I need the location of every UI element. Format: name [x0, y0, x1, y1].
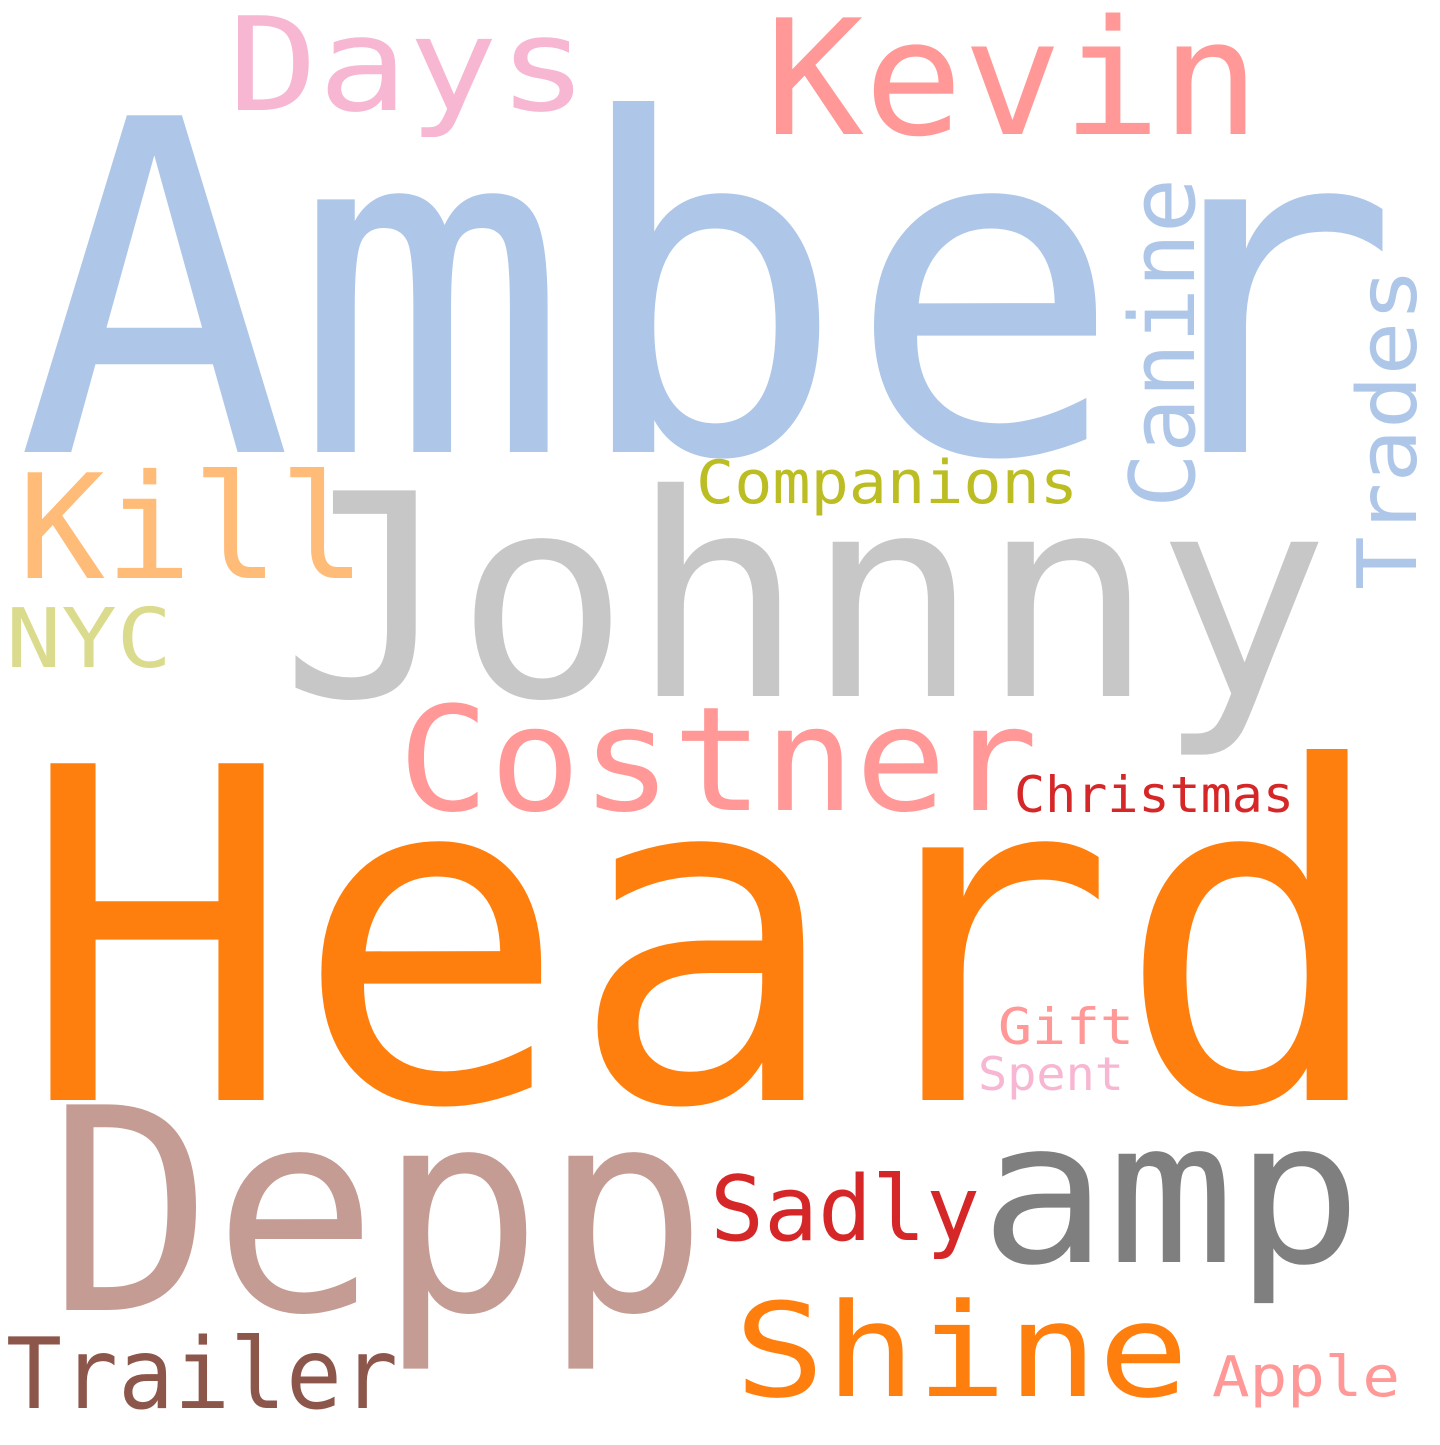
word-costner: Costner [398, 676, 1038, 845]
word-amber: Amber [16, 23, 1400, 561]
word-gift: Gift [998, 998, 1134, 1056]
word-kevin: Kevin [765, 0, 1260, 172]
word-spent: Spent [978, 1047, 1124, 1101]
word-canine: Canine [1111, 178, 1216, 508]
word-johnny: Johnny [280, 434, 1330, 763]
word-nyc: NYC [6, 592, 172, 687]
word-amp: amp [980, 1078, 1362, 1309]
word-shine: Shine [734, 1275, 1189, 1427]
word-trailer: Trailer [6, 1318, 398, 1432]
word-days: Days [228, 0, 588, 141]
word-christmas: Christmas [1014, 766, 1294, 824]
word-sadly: Sadly [710, 1157, 980, 1262]
word-trades: Trades [1341, 268, 1436, 590]
word-kill: Kill [18, 444, 366, 613]
word-companions: Companions [696, 448, 1078, 518]
word-depp: Depp [48, 1048, 708, 1377]
word-heard: Heard [20, 671, 1390, 1209]
word-apple: Apple [1212, 1345, 1400, 1410]
